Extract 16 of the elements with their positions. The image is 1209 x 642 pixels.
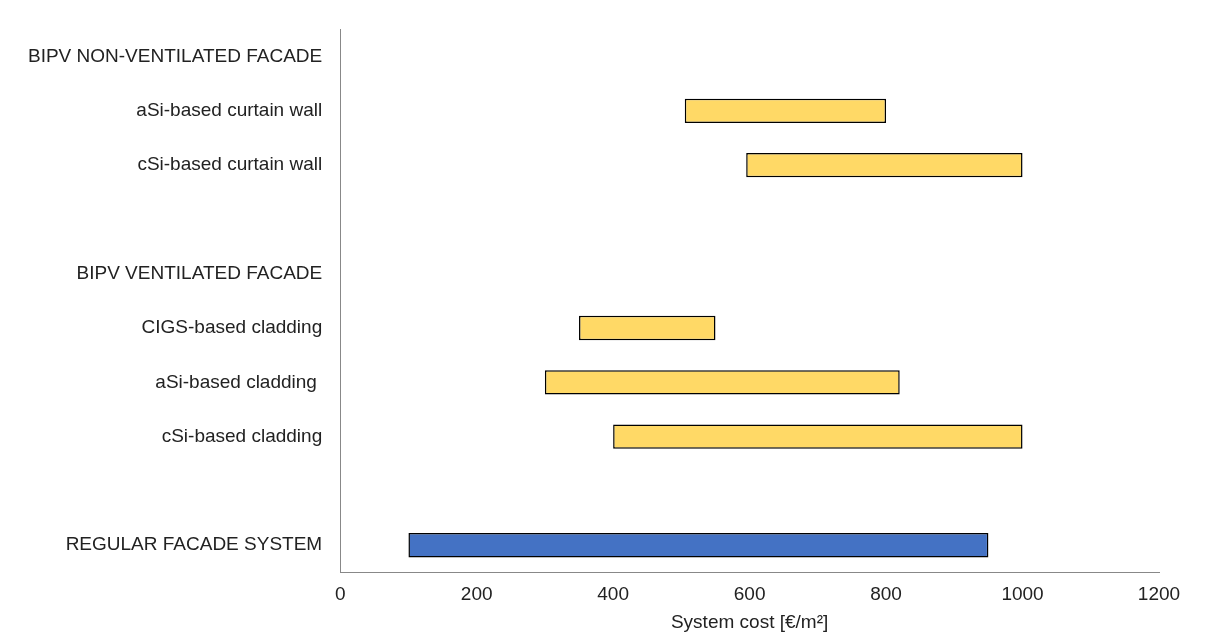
y-tick-label: BIPV NON-VENTILATED FACADE [28,44,323,66]
x-tick-label: 600 [733,583,766,605]
y-tick-label: aSi-based cladding [155,370,323,392]
y-tick-label: REGULAR FACADE SYSTEM [65,533,323,555]
x-tick-label: 1000 [1001,583,1044,605]
x-axis-title: System cost [€/m²] [670,610,829,632]
y-tick-label: CIGS-based cladding [141,316,323,338]
y-tick-label: cSi-based cladding [161,424,323,446]
y-tick-label: BIPV VENTILATED FACADE [76,261,323,283]
x-tick-label: 200 [460,583,493,605]
x-tick-label: 800 [870,583,902,605]
x-tick-label: 400 [597,583,629,605]
x-tick-label: 1200 [1137,583,1181,605]
y-tick-label: aSi-based curtain wall [136,99,323,121]
x-tick-label: 0 [334,583,346,605]
y-tick-label: cSi-based curtain wall [137,153,323,175]
